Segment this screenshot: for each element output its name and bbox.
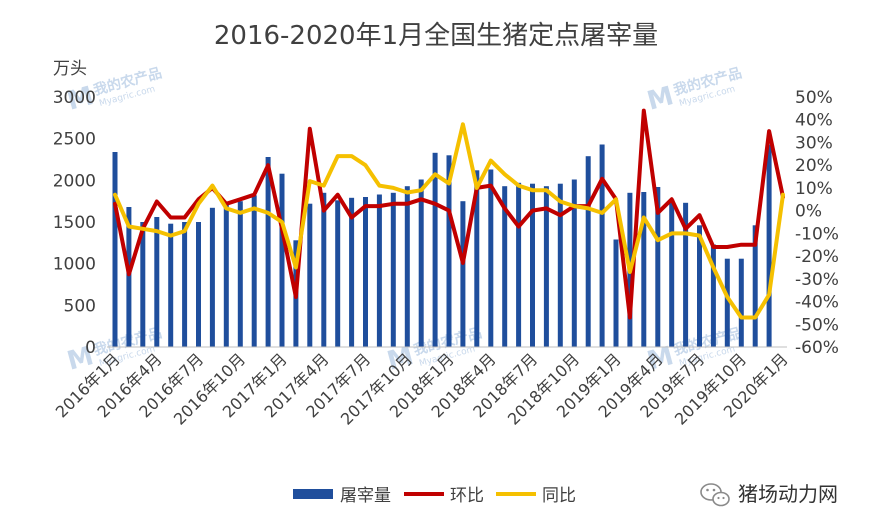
y-left-unit: 万头: [53, 59, 87, 79]
bar: [697, 225, 702, 347]
y-right-tick-label: 20%: [795, 156, 833, 176]
y-right-tick-labels: -60% -50%-40% -30% -20% -10%0% 10% 20%30% 40% 50…: [795, 88, 839, 358]
y-right-tick-label: 40%: [795, 111, 833, 131]
bar: [321, 192, 327, 347]
bar: [112, 152, 118, 347]
bar: [404, 186, 410, 347]
bar-series: [112, 144, 772, 347]
bar: [530, 183, 535, 347]
source-badge: 猪场动力网: [700, 482, 838, 507]
y-right-tick-label: -60%: [795, 338, 839, 358]
bar: [251, 195, 257, 347]
bar: [641, 192, 647, 347]
legend-label-yoy: 同比: [542, 486, 576, 506]
bar: [516, 182, 522, 347]
y-left-tick-label: 1500: [53, 213, 96, 233]
bar: [752, 225, 758, 347]
bar: [168, 223, 174, 347]
bar: [390, 192, 396, 347]
bar: [474, 170, 480, 347]
bar: [265, 157, 271, 347]
bar: [724, 258, 730, 347]
bar: [460, 201, 466, 347]
y-left-tick-label: 2500: [53, 130, 96, 150]
legend: 屠宰量 环比 同比: [293, 486, 576, 506]
y-left-tick-label: 0: [85, 338, 96, 358]
y-right-tick-label: -40%: [795, 293, 839, 313]
y-left-tick-label: 2000: [53, 171, 96, 191]
bar: [363, 197, 368, 347]
bar: [655, 187, 661, 347]
bar: [196, 222, 201, 347]
bar: [154, 217, 160, 347]
y-left-tick-label: 3000: [53, 88, 96, 108]
bar: [307, 203, 313, 347]
line-yoy: [113, 122, 785, 320]
bar: [223, 203, 229, 347]
legend-label-bar: 屠宰量: [340, 486, 391, 506]
legend-label-mom: 环比: [450, 486, 484, 506]
bar: [543, 186, 549, 347]
bar: [209, 207, 215, 347]
line-mom: [113, 108, 785, 320]
y-right-tick-label: 50%: [795, 88, 833, 108]
bar: [766, 144, 772, 347]
bar: [418, 179, 424, 347]
bar: [599, 144, 605, 347]
y-right-tick-label: -50%: [795, 315, 839, 335]
bar: [349, 197, 355, 347]
bar: [710, 244, 716, 347]
bar: [279, 173, 285, 347]
bar: [237, 201, 243, 347]
bar: [502, 186, 508, 347]
source-name: 猪场动力网: [738, 482, 838, 506]
bar: [126, 207, 132, 347]
bar: [376, 194, 382, 347]
y-right-tick-label: 30%: [795, 134, 833, 154]
bar: [571, 179, 577, 347]
chart-title: 2016-2020年1月全国生猪定点屠宰量: [214, 21, 658, 51]
y-left-tick-labels: 0 500 1000 1500 2000 2500 3000: [53, 88, 96, 358]
bar: [683, 202, 689, 347]
y-right-tick-label: -20%: [795, 247, 839, 267]
bar: [335, 200, 341, 347]
line-series: [113, 108, 785, 320]
wechat-icon: [700, 483, 730, 507]
bar: [669, 199, 675, 347]
bar: [738, 258, 744, 347]
bar: [557, 183, 563, 347]
legend-swatch-bar: [293, 489, 333, 499]
y-left-tick-label: 500: [64, 296, 96, 316]
y-right-tick-label: -10%: [795, 224, 839, 244]
y-right-tick-label: -30%: [795, 270, 839, 290]
bar: [488, 169, 494, 347]
y-right-tick-label: 0%: [795, 202, 822, 222]
bar: [432, 152, 438, 347]
y-left-tick-label: 1000: [53, 255, 96, 275]
bar: [613, 239, 619, 347]
bar: [140, 222, 146, 347]
bar: [585, 156, 591, 347]
bar: [182, 222, 188, 347]
y-right-tick-label: 10%: [795, 179, 833, 199]
bar: [446, 155, 452, 347]
